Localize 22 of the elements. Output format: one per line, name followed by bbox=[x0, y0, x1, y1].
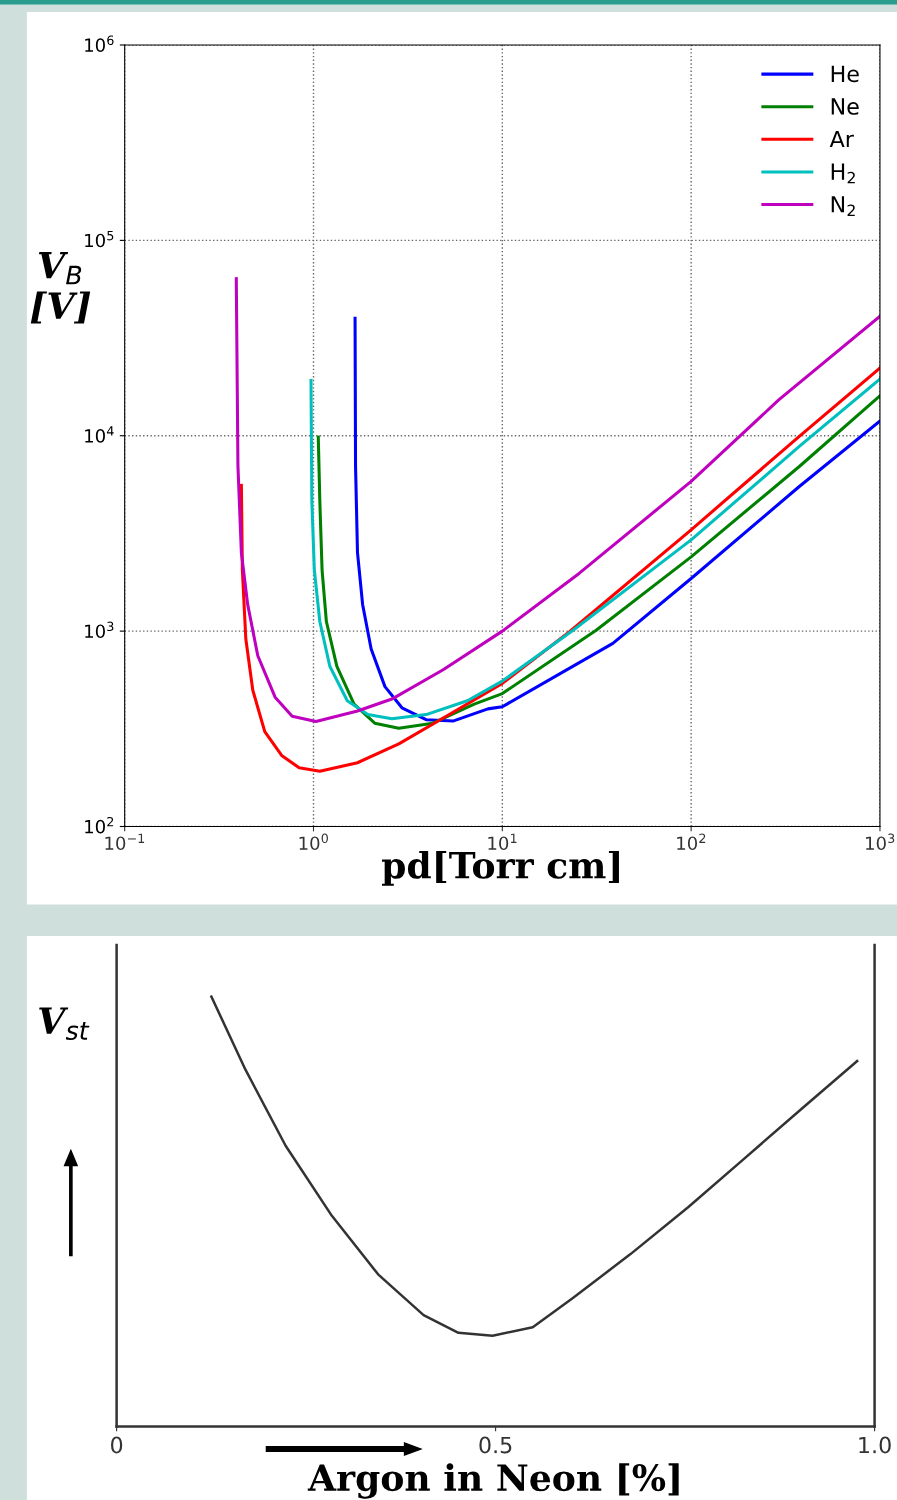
y-tick-label: 10$^{4}$ bbox=[85, 426, 114, 443]
x-tick-label: 10$^{3}$ bbox=[866, 833, 895, 851]
legend-label: He bbox=[831, 65, 859, 83]
x-tick-label: 1.0 bbox=[859, 1436, 891, 1454]
x-tick-label: 10$^{1}$ bbox=[488, 833, 517, 851]
legend-label: N$_{2}$ bbox=[831, 196, 855, 216]
y-tick-label: 10$^{3}$ bbox=[85, 621, 114, 639]
legend-label: H$_{2}$ bbox=[831, 163, 855, 184]
x-tick-label: 10$^{−1}$ bbox=[105, 833, 145, 851]
legend-label: Ne bbox=[831, 98, 859, 115]
x-tick-label: 0 bbox=[111, 1436, 123, 1454]
legend-label: Ar bbox=[829, 130, 854, 148]
y-axis-title: V$_{st}$ bbox=[39, 1007, 90, 1041]
x-tick-label: 0.5 bbox=[479, 1436, 512, 1454]
y-tick-label: 10$^{5}$ bbox=[85, 230, 114, 248]
y-tick-label: 10$^{2}$ bbox=[85, 816, 114, 834]
x-tick-label: 10$^{2}$ bbox=[677, 833, 706, 851]
y-axis-title: V$_{B}$ [V] bbox=[30, 252, 91, 324]
y-tick-label: 10$^{6}$ bbox=[85, 35, 114, 52]
x-tick-label: 10$^{0}$ bbox=[299, 833, 328, 851]
x-axis-title: Argon in Neon [%] bbox=[307, 1463, 679, 1499]
x-axis-title: pd[Torr cm] bbox=[382, 850, 619, 886]
